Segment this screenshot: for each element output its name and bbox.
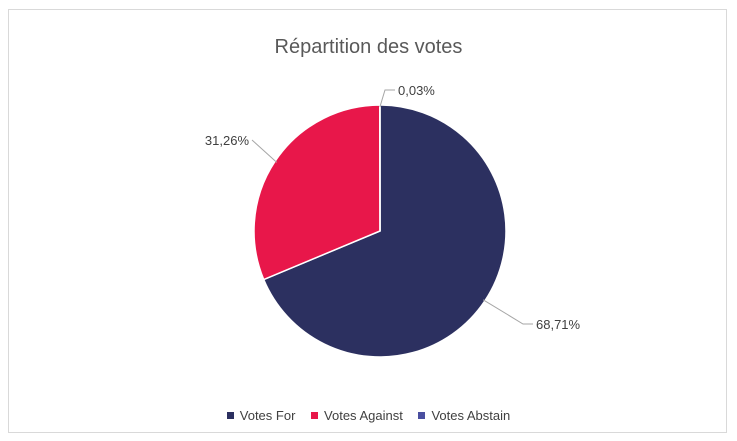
legend-swatch-votes-abstain [418,412,426,419]
legend-swatch-votes-for [226,412,234,419]
data-label-votes-for: 68,71% [536,317,581,332]
data-label-votes-abstain: 0,03% [398,83,435,98]
legend-swatch-votes-against [311,412,319,419]
leader-line-votes-for [482,299,533,325]
legend: Votes For Votes Against Votes Abstain [9,408,728,423]
legend-label-votes-against: Votes Against [324,408,403,423]
chart-title: Répartition des votes [274,36,463,58]
pie-chart: 68,71% 31,26% 0,03% [205,83,581,358]
data-label-votes-against: 31,26% [205,133,250,148]
chart-area: Répartition des votes 68,71% 31,26% 0,03% … [8,9,727,433]
legend-item-votes-abstain: Votes Abstain [418,408,510,423]
legend-label-votes-abstain: Votes Abstain [431,408,511,423]
leader-line-votes-against [251,139,278,163]
leader-line-votes-abstain [379,89,395,108]
legend-item-votes-for: Votes For [226,408,296,423]
legend-item-votes-against: Votes Against [311,408,403,423]
legend-label-votes-for: Votes For [239,408,296,423]
